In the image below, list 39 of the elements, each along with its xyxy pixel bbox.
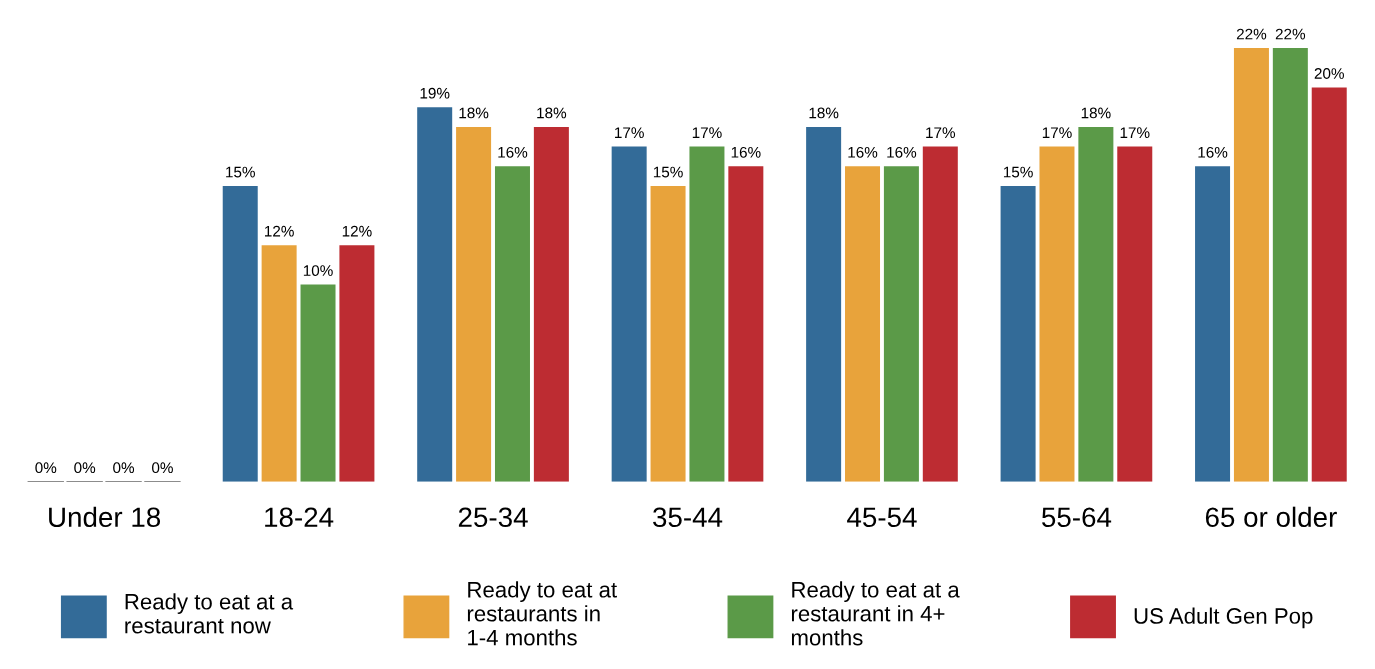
data-label: 18% — [537, 107, 567, 119]
x-tick-label: 55-64 — [1042, 507, 1112, 528]
data-label: 16% — [848, 146, 878, 158]
data-label: 18% — [809, 107, 839, 119]
data-label: 17% — [1042, 127, 1072, 138]
data-label: 18% — [459, 107, 489, 119]
data-label: 15% — [1003, 166, 1033, 178]
x-tick-label: 25-34 — [458, 507, 528, 528]
data-label: 17% — [926, 127, 956, 138]
x-tick-label: 35-44 — [653, 507, 723, 528]
data-label: 17% — [692, 127, 722, 138]
data-label: 16% — [1198, 146, 1228, 158]
x-tick-label: 18-24 — [265, 507, 334, 528]
x-tick-label: 65 or older — [1205, 506, 1337, 528]
data-label: 0% — [35, 462, 57, 474]
legend-label: Ready to eat at a restaurant now — [125, 593, 294, 634]
data-label: 16% — [731, 146, 761, 158]
data-label: 16% — [887, 146, 917, 158]
data-label: 16% — [498, 146, 528, 158]
legend-label: Ready to eat at restaurants in 1-4 months — [467, 581, 617, 646]
data-label: 22% — [1236, 28, 1267, 40]
x-tick-label: 45-54 — [847, 507, 917, 528]
data-label: 0% — [113, 462, 135, 474]
data-label: 15% — [653, 166, 683, 178]
data-label: 0% — [152, 462, 173, 474]
data-label: 22% — [1275, 28, 1306, 40]
data-label: 12% — [342, 225, 372, 237]
legend-label: Ready to eat at a restaurant in 4+ months — [791, 581, 960, 646]
data-label: 18% — [1081, 107, 1111, 119]
data-label: 20% — [1314, 68, 1344, 79]
legend-label: US Adult Gen Pop — [1134, 607, 1313, 629]
data-label: 15% — [226, 166, 255, 178]
data-label: 17% — [615, 127, 644, 138]
x-tick-label: Under 18 — [49, 506, 161, 528]
data-label: 17% — [1120, 127, 1150, 138]
data-label: 0% — [74, 462, 96, 474]
data-label: 19% — [420, 87, 450, 99]
data-label: 10% — [303, 265, 333, 277]
data-label: 12% — [265, 225, 294, 237]
